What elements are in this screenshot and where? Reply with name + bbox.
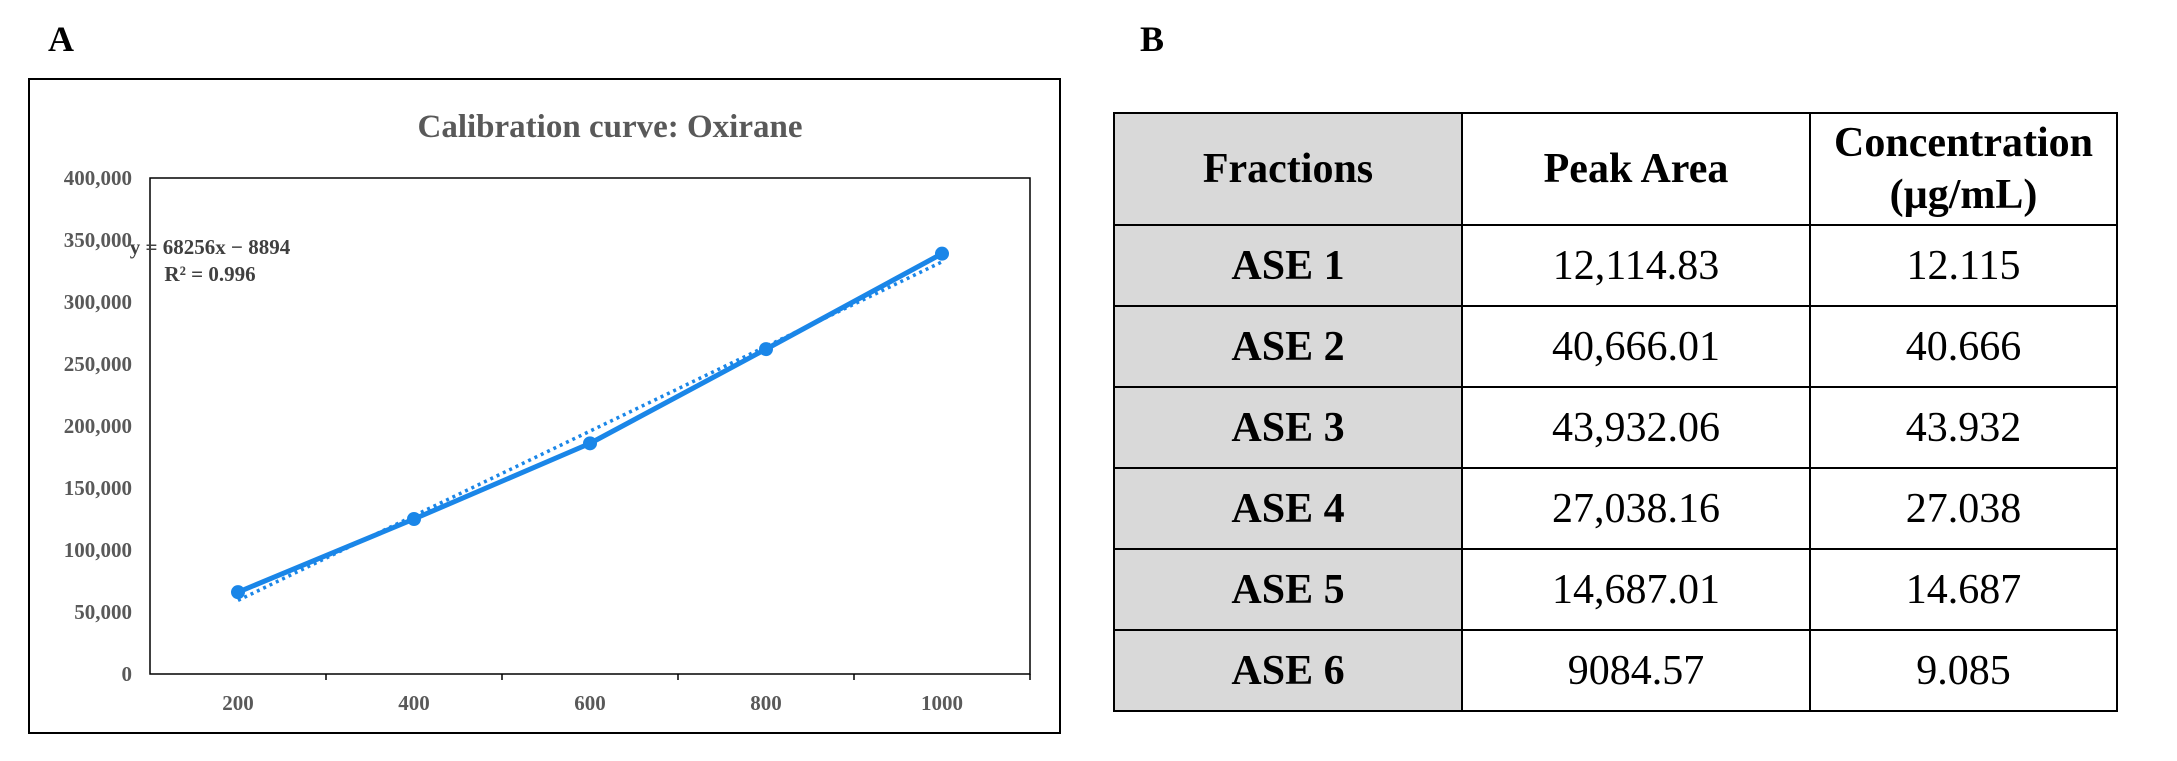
row-label-cell: ASE 5 xyxy=(1113,548,1463,631)
concentration-cell: 14.687 xyxy=(1809,548,2118,631)
chart-title: Calibration curve: Oxirane xyxy=(418,109,803,145)
data-point xyxy=(407,512,421,526)
trendline-equation: y = 68256x − 8894 xyxy=(130,235,291,259)
x-tick-label: 200 xyxy=(222,691,254,715)
data-point xyxy=(583,436,597,451)
y-tick-label: 350,000 xyxy=(64,228,132,252)
y-tick-label: 150,000 xyxy=(64,476,132,500)
chart-svg: Calibration curve: Oxirane 0 50,000 100,000… xyxy=(64,109,1031,715)
y-tick-label: 400,000 xyxy=(64,166,132,190)
peak-area-cell: 27,038.16 xyxy=(1461,467,1811,550)
trendline-r2: R² = 0.996 xyxy=(164,262,255,286)
table-header-row: Fractions Peak Area Concentration (µg/mL… xyxy=(1113,112,2118,226)
y-tick-label: 50,000 xyxy=(74,600,132,624)
table-row: ASE 3 43,932.06 43.932 xyxy=(1113,386,2118,469)
row-label-cell: ASE 1 xyxy=(1113,224,1463,307)
y-tick-label: 200,000 xyxy=(64,414,132,438)
row-label-cell: ASE 6 xyxy=(1113,629,1463,712)
x-tick-label: 400 xyxy=(398,691,430,715)
series-line xyxy=(237,251,944,595)
table-row: ASE 6 9084.57 9.085 xyxy=(1113,629,2118,712)
peak-area-cell: 40,666.01 xyxy=(1461,305,1811,388)
header-fractions: Fractions xyxy=(1113,112,1463,226)
header-concentration-text: Concentration (µg/mL) xyxy=(1834,120,2093,218)
data-point xyxy=(759,342,773,357)
row-label-cell: ASE 2 xyxy=(1113,305,1463,388)
table-row: ASE 5 14,687.01 14.687 xyxy=(1113,548,2118,631)
data-point xyxy=(231,585,245,600)
x-tick-label: 800 xyxy=(750,691,782,715)
concentration-cell: 9.085 xyxy=(1809,629,2118,712)
peak-area-cell: 9084.57 xyxy=(1461,629,1811,712)
row-label-cell: ASE 3 xyxy=(1113,386,1463,469)
y-tick-label: 0 xyxy=(122,662,133,686)
x-tick-label: 600 xyxy=(574,691,606,715)
calibration-chart: Calibration curve: Oxirane 0 50,000 100,000… xyxy=(28,78,1061,734)
header-concentration: Concentration (µg/mL) xyxy=(1809,112,2118,226)
y-tick-label: 100,000 xyxy=(64,538,132,562)
x-tick-label: 1000 xyxy=(921,691,963,715)
fractions-table: Fractions Peak Area Concentration (µg/mL… xyxy=(1113,112,2118,712)
row-label-cell: ASE 4 xyxy=(1113,467,1463,550)
peak-area-cell: 43,932.06 xyxy=(1461,386,1811,469)
panel-label-a: A xyxy=(48,19,74,59)
table-row: ASE 2 40,666.01 40.666 xyxy=(1113,305,2118,388)
table-row: ASE 1 12,114.83 12.115 xyxy=(1113,224,2118,307)
y-tick-label: 250,000 xyxy=(64,352,132,376)
concentration-cell: 12.115 xyxy=(1809,224,2118,307)
concentration-cell: 43.932 xyxy=(1809,386,2118,469)
y-tick-label: 300,000 xyxy=(64,290,132,314)
table-row: ASE 4 27,038.16 27.038 xyxy=(1113,467,2118,550)
concentration-cell: 40.666 xyxy=(1809,305,2118,388)
panel-label-b: B xyxy=(1140,19,1165,59)
peak-area-cell: 12,114.83 xyxy=(1461,224,1811,307)
data-point xyxy=(935,246,949,261)
peak-area-cell: 14,687.01 xyxy=(1461,548,1811,631)
header-peak-area: Peak Area xyxy=(1461,112,1811,226)
concentration-cell: 27.038 xyxy=(1809,467,2118,550)
plot-area xyxy=(149,177,1031,675)
